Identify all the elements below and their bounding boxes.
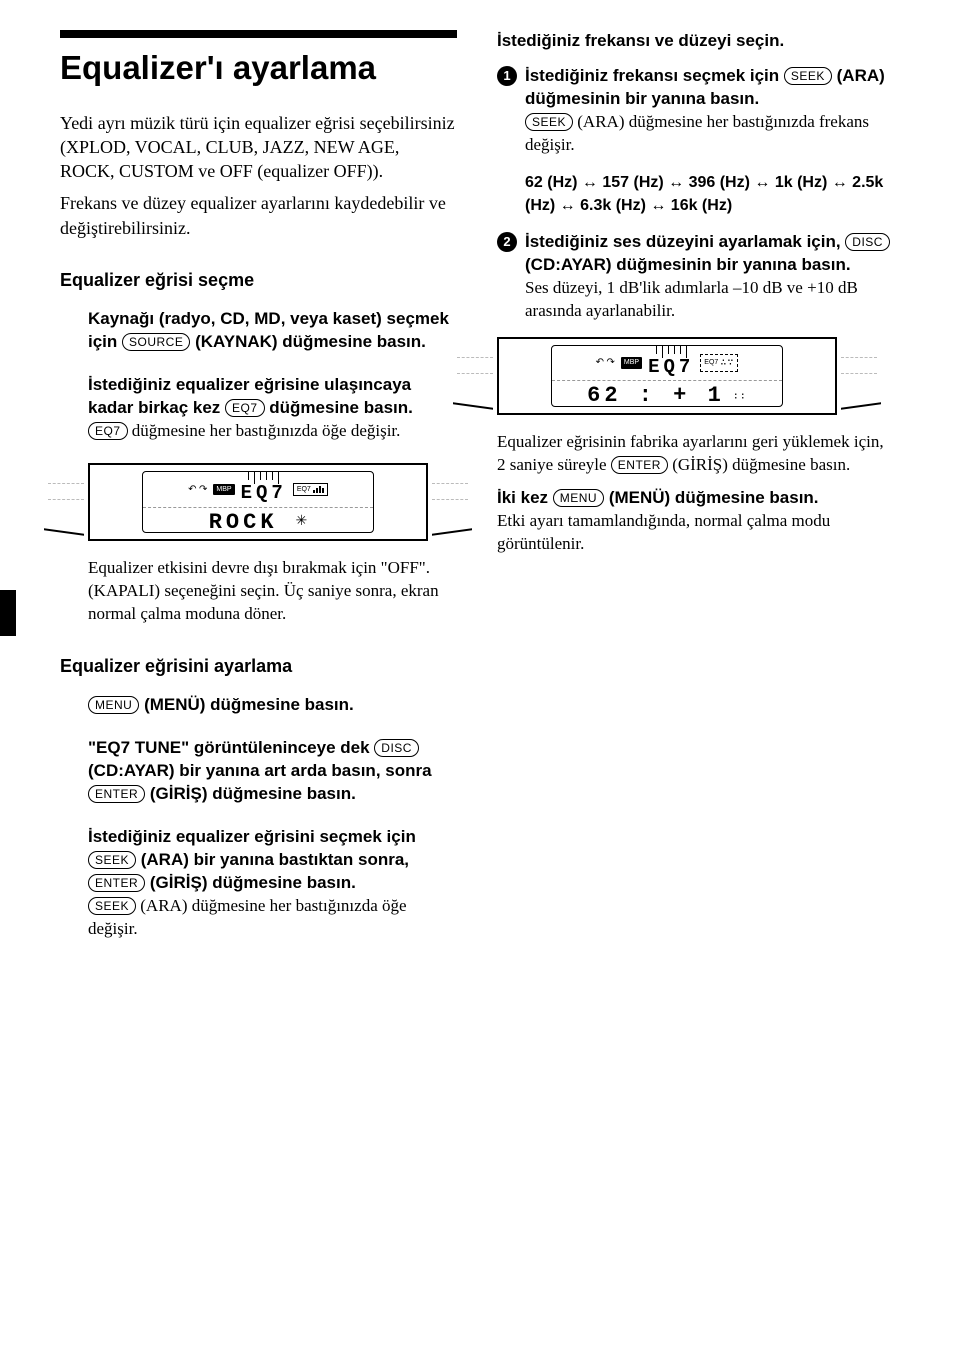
lcd1-eq-badge: EQ7 [293, 483, 328, 496]
section-1-heading: Equalizer eğrisi seçme [60, 268, 457, 292]
enter-button-label-2: ENTER [88, 874, 145, 892]
s2-step1-text: (MENÜ) düğmesine basın. [139, 695, 353, 714]
sub2-title-b: (CD:AYAR) düğmesinin bir yanına basın. [525, 255, 851, 274]
lcd2-eq-badge: EQ7 ∴∵ [700, 354, 738, 372]
s1-step2-note: düğmesine her bastığınızda öğe değişir. [128, 421, 401, 440]
disc-button-label: DISC [374, 739, 419, 757]
lcd1-mbp-badge: MBP [213, 484, 234, 495]
lcd2-mbp-badge: MBP [621, 357, 642, 368]
eq7-button-label-2: EQ7 [88, 422, 128, 440]
s1-step2-text-b: düğmesine basın. [265, 398, 413, 417]
source-button-label: SOURCE [122, 333, 190, 351]
circle-number-1: 1 [497, 66, 517, 86]
enter-button-label-3: ENTER [611, 456, 668, 474]
left-column: Equalizer'ı ayarlama Yedi ayrı müzik tür… [60, 30, 457, 961]
seek-button-label-2: SEEK [88, 897, 136, 915]
right-column: İstediğiniz frekansı ve düzeyi seçin. 1 … [497, 30, 894, 961]
seek-button-label-4: SEEK [525, 113, 573, 131]
lcd2-line2: 62 : + 1 [587, 381, 725, 411]
lcd1-line2: ROCK [209, 508, 278, 538]
s2-step3-a: İstediğiniz equalizer eğrisini seçmek iç… [88, 827, 416, 846]
enter-button-label: ENTER [88, 785, 145, 803]
s2-step-1: MENU (MENÜ) düğmesine basın. [88, 694, 457, 717]
s2-step-2: "EQ7 TUNE" görüntüleninceye dek DISC (CD… [88, 737, 457, 806]
circle-number-2: 2 [497, 232, 517, 252]
section-2-heading: Equalizer eğrisini ayarlama [60, 654, 457, 678]
s2-step3-note: (ARA) düğmesine her bastığınızda öğe değ… [88, 896, 407, 938]
eq7-button-label: EQ7 [225, 399, 265, 417]
seek-button-label: SEEK [88, 851, 136, 869]
col2-intro: İstediğiniz frekansı ve düzeyi seçin. [497, 30, 894, 53]
menu-button-label-2: MENU [553, 489, 604, 507]
sub2-note: Ses düzeyi, 1 dB'lik adımlarla –10 dB ve… [525, 278, 858, 320]
s2-step2-a: "EQ7 TUNE" görüntüleninceye dek [88, 738, 374, 757]
menu-button-label: MENU [88, 696, 139, 714]
s2-final-bold: İki kez MENU (MENÜ) düğmesine basın. [497, 487, 894, 510]
s2-step2-c: (GİRİŞ) düğmesine basın. [145, 784, 356, 803]
intro-paragraph-1: Yedi ayrı müzik türü için equalizer eğri… [60, 111, 457, 184]
sub2-title-a: İstediğiniz ses düzeyini ayarlamak için, [525, 232, 845, 251]
substep-2: 2 İstediğiniz ses düzeyini ayarlamak içi… [497, 231, 894, 323]
s1-step-1: Kaynağı (radyo, CD, MD, veya kaset) seçm… [88, 308, 457, 354]
page-title: Equalizer'ı ayarlama [60, 46, 457, 91]
lcd-display-2: ↶ ↷ MBP EQ7 EQ7 ∴∵ [497, 337, 837, 415]
intro-paragraph-2: Frekans ve düzey equalizer ayarlarını ka… [60, 191, 457, 240]
lcd-display-1: ↶ ↷ MBP EQ7 EQ7 [88, 463, 428, 541]
s2-after-1: Equalizer eğrisinin fabrika ayarlarını g… [497, 431, 894, 477]
s2-step2-b: (CD:AYAR) bir yanına art arda basın, son… [88, 761, 432, 780]
frequency-chain: 62 (Hz) ↔ 157 (Hz) ↔ 396 (Hz) ↔ 1k (Hz) … [525, 171, 894, 217]
s2-step3-c: (GİRİŞ) düğmesine basın. [145, 873, 356, 892]
seek-button-label-3: SEEK [784, 67, 832, 85]
s2-step-3: İstediğiniz equalizer eğrisini seçmek iç… [88, 826, 457, 941]
s1-step-2: İstediğiniz equalizer eğrisine ulaşıncay… [88, 374, 457, 443]
lcd2-line1: EQ7 [648, 355, 694, 381]
s2-step3-b: (ARA) bir yanına bastıktan sonra, [136, 850, 409, 869]
sub1-title-a: İstediğiniz frekansı seçmek için [525, 66, 784, 85]
lcd1-line1: EQ7 [241, 481, 287, 507]
substep-1: 1 İstediğiniz frekansı seçmek için SEEK … [497, 65, 894, 157]
s2-final-note: Etki ayarı tamamlandığında, normal çalma… [497, 510, 894, 556]
title-rule [60, 30, 457, 38]
s1-step1-text-b: (KAYNAK) düğmesine basın. [190, 332, 426, 351]
disc-button-label-2: DISC [845, 233, 890, 251]
page-tab-marker [0, 590, 16, 636]
s1-after-text: Equalizer etkisini devre dışı bırakmak i… [88, 557, 457, 626]
sub1-note: (ARA) düğmesine her bastığınızda frekans… [525, 112, 869, 154]
